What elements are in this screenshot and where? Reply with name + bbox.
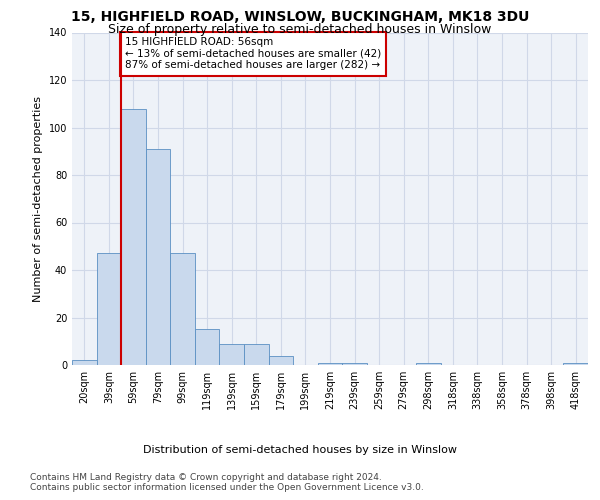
Bar [318, 362, 342, 365]
Bar [269, 356, 293, 365]
Text: 15 HIGHFIELD ROAD: 56sqm
← 13% of semi-detached houses are smaller (42)
87% of s: 15 HIGHFIELD ROAD: 56sqm ← 13% of semi-d… [125, 38, 381, 70]
Bar [563, 362, 588, 365]
Bar [220, 344, 244, 365]
Text: 15, HIGHFIELD ROAD, WINSLOW, BUCKINGHAM, MK18 3DU: 15, HIGHFIELD ROAD, WINSLOW, BUCKINGHAM,… [71, 10, 529, 24]
Text: Size of property relative to semi-detached houses in Winslow: Size of property relative to semi-detach… [109, 22, 491, 36]
Bar [416, 362, 440, 365]
Bar [342, 362, 367, 365]
Bar [195, 330, 220, 365]
Bar [146, 149, 170, 365]
Text: Distribution of semi-detached houses by size in Winslow: Distribution of semi-detached houses by … [143, 445, 457, 455]
Text: Contains public sector information licensed under the Open Government Licence v3: Contains public sector information licen… [30, 482, 424, 492]
Bar [121, 108, 146, 365]
Bar [170, 254, 195, 365]
Y-axis label: Number of semi-detached properties: Number of semi-detached properties [33, 96, 43, 302]
Text: Contains HM Land Registry data © Crown copyright and database right 2024.: Contains HM Land Registry data © Crown c… [30, 472, 382, 482]
Bar [72, 360, 97, 365]
Bar [97, 254, 121, 365]
Bar [244, 344, 269, 365]
